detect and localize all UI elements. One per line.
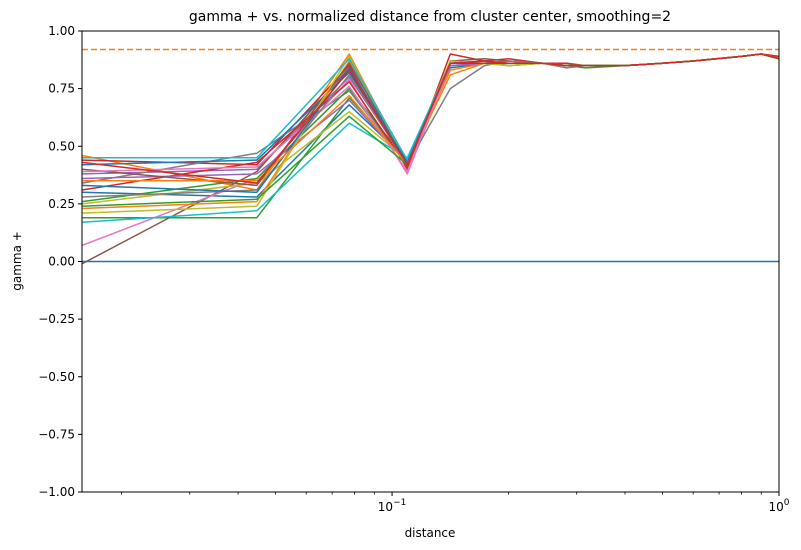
series-line-24: [82, 53, 779, 184]
y-tick-label: 0.50: [48, 139, 75, 153]
series-lines: [82, 53, 779, 265]
y-tick-label: 0.75: [48, 82, 75, 96]
reference-lines: [82, 48, 779, 263]
y-tick-label: 0.00: [48, 255, 75, 269]
x-tick-label: 100: [768, 498, 789, 514]
y-axis-title: gamma +: [10, 231, 24, 291]
x-axis-title: distance: [405, 526, 456, 540]
y-tick-label: −1.00: [38, 485, 75, 499]
x-axis: 10−1 100: [121, 492, 790, 514]
y-tick-label: −0.75: [38, 427, 75, 441]
y-tick-label: −0.25: [38, 312, 75, 326]
y-tick-label: 1.00: [48, 24, 75, 38]
y-axis: 1.00 0.75 0.50 0.25 0.00 −0.25 −0.50 −0.75 −1.00: [38, 24, 82, 499]
x-tick-label: 10−1: [378, 498, 407, 514]
y-tick-label: 0.25: [48, 197, 75, 211]
chart-title: gamma + vs. normalized distance from clu…: [189, 9, 671, 25]
y-tick-label: −0.50: [38, 370, 75, 384]
